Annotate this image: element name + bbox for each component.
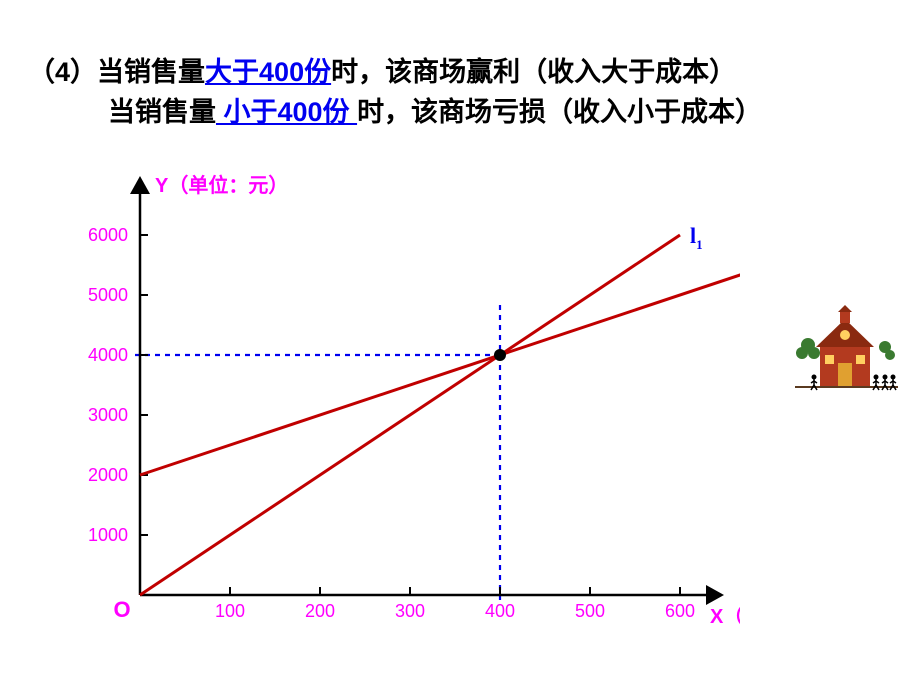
x-tick-label: 200 xyxy=(305,601,335,621)
series-label-l1: l1 xyxy=(690,223,703,252)
intersection-point xyxy=(494,349,506,361)
y-tick-label: 4000 xyxy=(88,345,128,365)
line-chart: 1000 2000 3000 4000 5000 6000 100 200 300 400 500 6… xyxy=(40,165,740,645)
x-tick-label: 600 xyxy=(665,601,695,621)
chart-svg: 1000 2000 3000 4000 5000 6000 100 200 300 400 500 6… xyxy=(40,165,740,645)
line1-prefix: （4）当销售量 xyxy=(28,57,205,87)
origin-label: O xyxy=(113,597,130,622)
y-tick-label: 1000 xyxy=(88,525,128,545)
statement-line-2: 当销售量 小于400份 时，该商场亏损（收入小于成本） xyxy=(108,90,762,129)
line1-underline: 大于400份 xyxy=(205,57,331,87)
x-tick-label: 100 xyxy=(215,601,245,621)
y-tick-label: 2000 xyxy=(88,465,128,485)
series-l2 xyxy=(140,271,740,475)
line2-prefix: 当销售量 xyxy=(108,97,216,127)
y-tick-label: 5000 xyxy=(88,285,128,305)
statement-line-1: （4）当销售量大于400份时，该商场赢利（收入大于成本） xyxy=(28,50,736,89)
line2-underline: 小于400份 xyxy=(216,97,357,127)
y-tick-label: 6000 xyxy=(88,225,128,245)
x-axis-label: X（单位：份） xyxy=(710,604,740,628)
x-tick-label: 500 xyxy=(575,601,605,621)
y-tick-label: 3000 xyxy=(88,405,128,425)
x-tick-label: 300 xyxy=(395,601,425,621)
line1-suffix: 时，该商场赢利（收入大于成本） xyxy=(331,57,736,87)
y-axis-label: Y（单位：元） xyxy=(155,173,288,197)
schoolhouse-illustration xyxy=(790,305,900,405)
x-tick-label: 400 xyxy=(485,601,515,621)
line2-suffix: 时，该商场亏损（收入小于成本） xyxy=(357,97,762,127)
series-l1 xyxy=(140,235,680,595)
